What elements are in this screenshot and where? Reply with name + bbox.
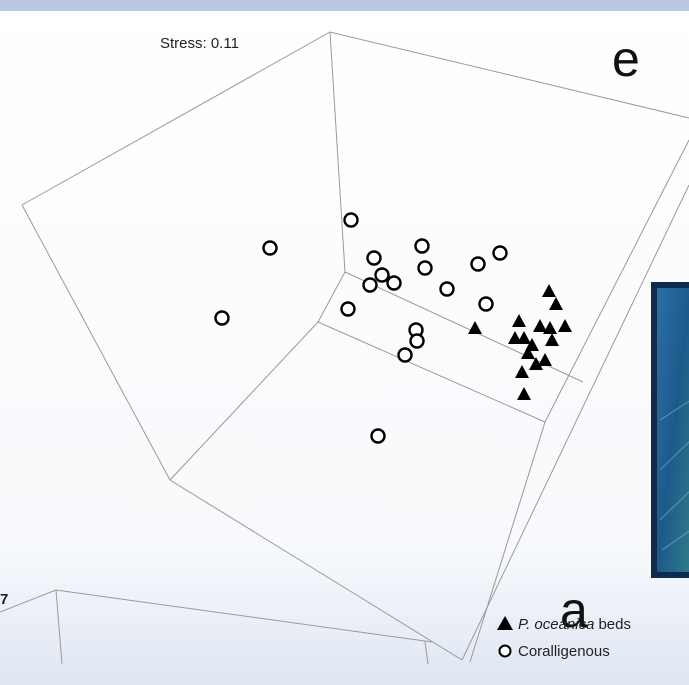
legend-entry: Coralligenous [518, 643, 610, 660]
triangle-point [517, 387, 531, 400]
triangle-point [515, 365, 529, 378]
legend-triangle [497, 616, 513, 630]
legend-text: beds [598, 616, 631, 633]
legend: P. oceanica beds Coralligenous [497, 616, 631, 660]
wireframe-e [21, 31, 689, 663]
triangle-point [533, 319, 547, 332]
triangle-point [529, 357, 543, 370]
triangle-point [517, 331, 531, 344]
triangle-point [543, 321, 557, 334]
legend-circle [498, 644, 512, 658]
triangle-point [549, 297, 563, 310]
triangle-point [468, 321, 482, 334]
triangle-point [512, 314, 526, 327]
wireframe-a [0, 589, 433, 665]
top-strip [0, 0, 689, 11]
points-p-oceanica [468, 284, 572, 400]
triangle-point [558, 319, 572, 332]
photo-panel [651, 282, 689, 578]
panel-label: a [560, 582, 588, 638]
legend-italic: P. oceanica [518, 616, 594, 633]
triangle-point [538, 353, 552, 366]
points-coralligenous [214, 212, 508, 444]
triangle-point [542, 284, 556, 297]
triangle-point [545, 333, 559, 346]
legend-entry: P. oceanica beds [518, 616, 631, 633]
tick-label: 7 [0, 591, 8, 608]
triangle-point [508, 331, 522, 344]
panel-label: e [612, 31, 640, 87]
stress-label: Stress: 0.11 [160, 35, 239, 52]
triangle-point [521, 346, 535, 359]
